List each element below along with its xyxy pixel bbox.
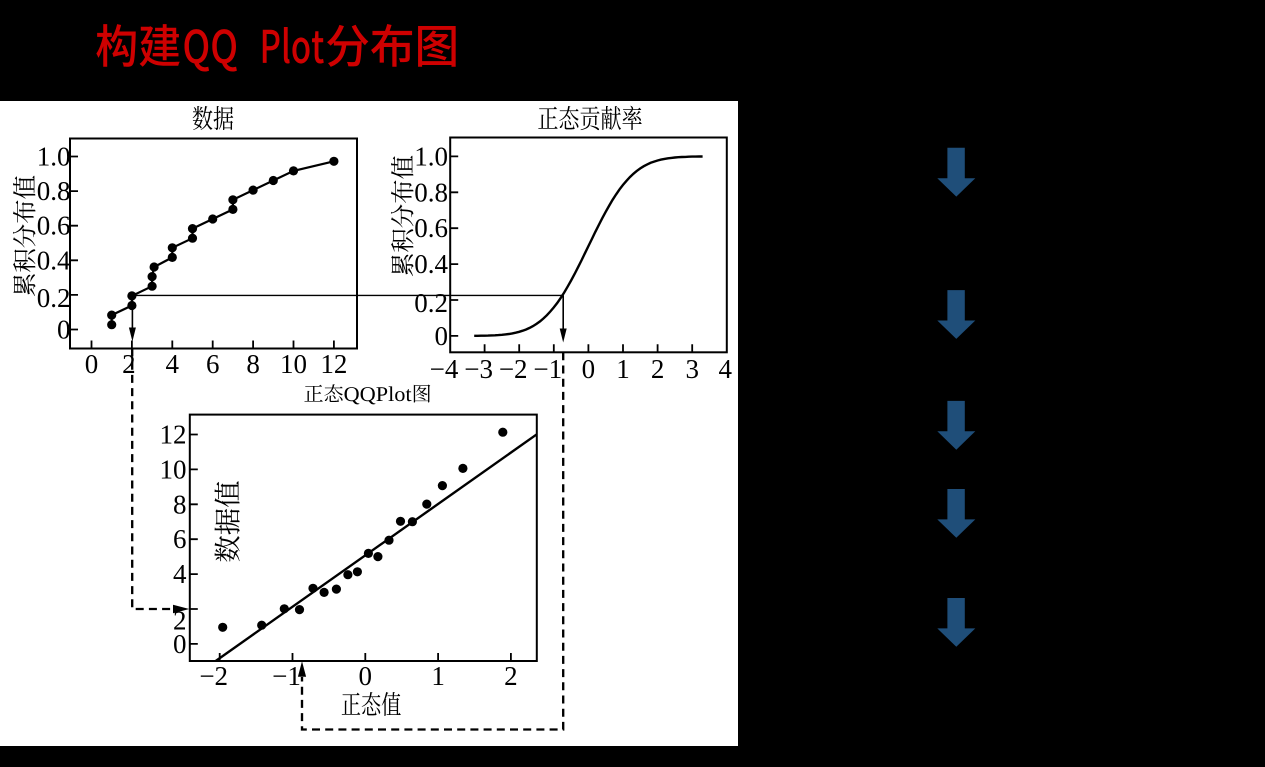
svg-text:0: 0 xyxy=(85,349,99,379)
svg-text:2: 2 xyxy=(173,606,187,636)
svg-text:0: 0 xyxy=(57,315,71,345)
svg-text:4: 4 xyxy=(173,559,187,589)
svg-text:0: 0 xyxy=(173,629,187,659)
svg-text:−1: −1 xyxy=(272,661,301,691)
svg-text:−2: −2 xyxy=(499,354,528,384)
svg-text:3: 3 xyxy=(685,354,699,384)
svg-text:0.2: 0.2 xyxy=(414,288,448,318)
svg-text:0.4: 0.4 xyxy=(37,245,71,275)
svg-text:1: 1 xyxy=(616,354,630,384)
svg-text:−1: −1 xyxy=(533,354,562,384)
svg-text:10: 10 xyxy=(160,454,187,484)
svg-text:10: 10 xyxy=(280,349,307,379)
svg-text:1.0: 1.0 xyxy=(37,142,71,172)
svg-text:2: 2 xyxy=(122,349,136,379)
svg-text:6: 6 xyxy=(173,524,187,554)
svg-text:8: 8 xyxy=(246,349,260,379)
svg-text:12: 12 xyxy=(320,349,347,379)
svg-text:−2: −2 xyxy=(199,661,228,691)
svg-text:1.0: 1.0 xyxy=(414,141,448,171)
svg-text:4: 4 xyxy=(718,354,732,384)
svg-text:0: 0 xyxy=(582,354,596,384)
svg-text:2: 2 xyxy=(504,661,518,691)
svg-text:0.2: 0.2 xyxy=(37,283,71,313)
svg-text:6: 6 xyxy=(206,349,220,379)
svg-text:−4: −4 xyxy=(430,354,459,384)
svg-text:12: 12 xyxy=(160,420,187,450)
svg-text:−3: −3 xyxy=(464,354,493,384)
svg-text:1: 1 xyxy=(431,661,445,691)
svg-text:2: 2 xyxy=(651,354,665,384)
svg-text:4: 4 xyxy=(166,349,180,379)
svg-text:0: 0 xyxy=(359,661,373,691)
svg-text:0.6: 0.6 xyxy=(414,213,448,243)
svg-text:8: 8 xyxy=(173,489,187,519)
svg-text:0.6: 0.6 xyxy=(37,211,71,241)
svg-text:0: 0 xyxy=(435,321,449,351)
svg-text:0.8: 0.8 xyxy=(414,177,448,207)
svg-text:0.4: 0.4 xyxy=(414,249,448,279)
svg-text:0.8: 0.8 xyxy=(37,176,71,206)
